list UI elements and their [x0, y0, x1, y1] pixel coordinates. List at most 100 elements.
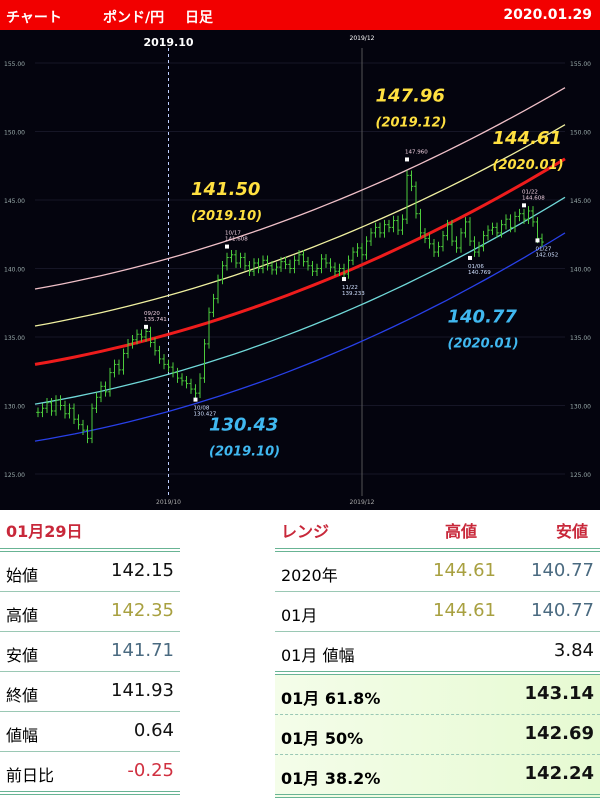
- row-label: 01月 50%: [281, 729, 364, 748]
- daily-row: 前日比 -0.25: [0, 752, 180, 795]
- band-band_mid: [34, 157, 566, 366]
- row-label: 終値: [6, 686, 39, 705]
- row-label: 安値: [6, 646, 39, 665]
- band-band_upper: [34, 124, 566, 327]
- row-label: 高値: [6, 606, 39, 625]
- daily-row: 値幅 0.64: [0, 712, 180, 752]
- callout-period: (2019.10): [191, 209, 262, 224]
- row-label: 01月 値幅: [281, 646, 355, 665]
- callout-value: 147.96: [376, 86, 445, 107]
- y-tick-label-left: 145.00: [4, 198, 25, 205]
- row-label: 値幅: [6, 726, 39, 745]
- band-band_bottom: [34, 232, 566, 442]
- band-band_lower: [34, 196, 566, 405]
- callout-period: (2019.12): [376, 116, 447, 131]
- x-marker-top-label: 2019/12: [350, 35, 375, 42]
- date-label: 2020.01.29: [503, 7, 592, 23]
- row-label: 2020年: [281, 566, 338, 585]
- row-value: 142.15: [111, 560, 174, 581]
- row-label: 前日比: [6, 766, 55, 785]
- app-title: チャート: [6, 10, 62, 26]
- point-value: 141.608: [225, 237, 248, 243]
- daily-row: 始値 142.15: [0, 552, 180, 592]
- callout-value: 140.77: [448, 306, 518, 327]
- callout-value: 141.50: [191, 179, 260, 200]
- callout-value: 130.43: [209, 415, 278, 436]
- y-tick-label-left: 155.00: [4, 61, 25, 68]
- daily-row: 安値 141.71: [0, 632, 180, 672]
- range-row: 2020年 144.61 140.77: [275, 552, 600, 592]
- extreme-marker: [193, 397, 198, 402]
- row-value: 3.84: [553, 640, 594, 661]
- callout-period: (2020.01): [448, 336, 519, 351]
- period-label: 日足: [185, 10, 213, 26]
- row-label: 01月 38.2%: [281, 769, 381, 788]
- row-value: 0.64: [133, 720, 174, 741]
- extreme-marker: [405, 157, 409, 162]
- band-band_top: [34, 87, 566, 290]
- x-marker-top-label: 2019.10: [143, 36, 193, 49]
- currency-pair: ポンド/円: [103, 10, 165, 26]
- extreme-marker: [144, 324, 148, 329]
- point-value: 147.960: [405, 149, 428, 155]
- y-tick-label-right: 145.00: [570, 198, 591, 205]
- daily-title: 01月29日: [6, 522, 83, 541]
- row-value: -0.25: [127, 760, 174, 781]
- row-value: 143.14: [524, 683, 594, 704]
- fibonacci-row: 01月 61.8% 143.14: [275, 675, 600, 715]
- daily-table: 01月29日 始値 142.15 高値 142.35 安値 141.71 終値 141.93 値…: [0, 512, 180, 795]
- candlestick-chart: 125.00 125.00 130.00 130.00 135.00 135.00 140.…: [0, 30, 600, 510]
- y-tick-label-right: 135.00: [570, 335, 591, 342]
- point-date: 01/06: [468, 264, 484, 270]
- y-tick-label-right: 140.00: [570, 267, 591, 274]
- y-tick-label-right: 130.00: [570, 404, 591, 411]
- point-date: 10/08: [194, 406, 210, 412]
- point-value: 130.427: [194, 412, 217, 418]
- fibonacci-row: 01月 38.2% 142.24: [275, 755, 600, 798]
- high-header: 高値: [445, 522, 478, 541]
- callout-period: (2019.10): [209, 445, 280, 460]
- row-label: 01月 61.8%: [281, 689, 381, 708]
- extreme-marker: [522, 203, 526, 208]
- point-value: 135.741: [144, 317, 167, 323]
- row-high: 144.61: [433, 560, 496, 581]
- row-label: 01月: [281, 606, 318, 625]
- point-date: 10/17: [225, 231, 241, 237]
- callout-value: 144.61: [493, 128, 562, 149]
- y-tick-label-left: 130.00: [4, 404, 25, 411]
- x-marker-bottom-label: 2019/10: [156, 499, 181, 506]
- point-value: 144.608: [522, 195, 545, 201]
- y-tick-label-left: 140.00: [4, 267, 25, 274]
- point-value: 142.052: [536, 252, 559, 258]
- point-date: 01/27: [536, 246, 552, 252]
- low-header: 安値: [555, 522, 588, 541]
- row-value: 141.71: [111, 640, 174, 661]
- point-value: 139.233: [342, 291, 365, 297]
- range-table: レンジ 高値 安値 2020年 144.61 140.77 01月 144.61 140.…: [275, 512, 600, 798]
- row-label: 始値: [6, 566, 39, 585]
- row-low: 140.77: [531, 600, 594, 621]
- daily-row: 高値 142.35: [0, 592, 180, 632]
- extreme-marker: [468, 255, 472, 260]
- extreme-marker: [535, 238, 540, 243]
- range-row: 01月 144.61 140.77: [275, 592, 600, 632]
- y-tick-label-right: 125.00: [570, 472, 591, 479]
- x-marker-bottom-label: 2019/12: [350, 499, 375, 506]
- row-value: 142.24: [524, 763, 594, 784]
- extreme-marker: [225, 244, 229, 249]
- fibonacci-row: 01月 50% 142.69: [275, 715, 600, 755]
- row-value: 142.69: [524, 723, 594, 744]
- point-date: 09/20: [144, 311, 160, 317]
- range-title: レンジ: [281, 522, 330, 541]
- row-value: 142.35: [111, 600, 174, 621]
- callout-period: (2020.01): [493, 158, 564, 173]
- y-tick-label-right: 155.00: [570, 61, 591, 68]
- daily-row: 終値 141.93: [0, 672, 180, 712]
- y-tick-label-right: 150.00: [570, 130, 591, 137]
- range-width-row: 01月 値幅 3.84: [275, 632, 600, 675]
- y-tick-label-left: 150.00: [4, 130, 25, 137]
- extreme-marker: [342, 277, 346, 282]
- row-high: 144.61: [433, 600, 496, 621]
- row-low: 140.77: [531, 560, 594, 581]
- point-date: 01/22: [522, 189, 538, 195]
